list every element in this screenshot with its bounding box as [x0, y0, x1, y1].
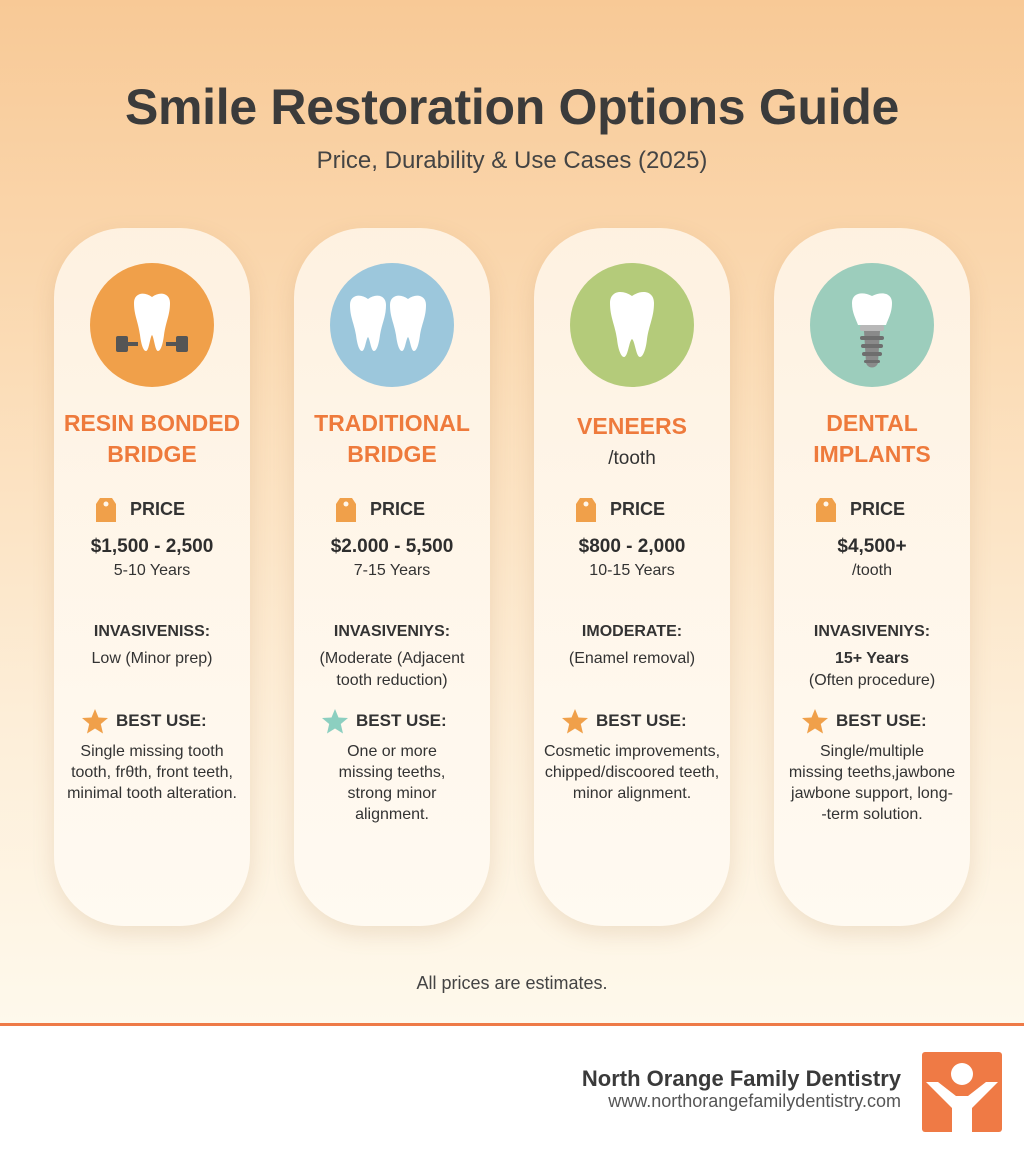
invasiveness-text: (Moderate (Adjacent tooth reduction): [294, 648, 490, 692]
price-value: $2.000 - 5,500: [330, 536, 454, 557]
durability-value: /tooth: [851, 562, 893, 579]
card-traditional-bridge: TRADITIONAL BRIDGE PRICE $2.000 - 5,500 …: [294, 228, 490, 926]
best-use-label: BEST USE:: [356, 711, 447, 730]
card-title-sub: /tooth: [608, 448, 656, 469]
price-tag-icon: [576, 498, 596, 522]
best-use-line: Cosmetic improvements,: [543, 743, 721, 760]
invasiveness-text: (Enamel removal): [534, 648, 730, 670]
price-tag-icon: [336, 498, 356, 522]
card-title-line1: DENTAL: [826, 410, 918, 436]
best-use-line: One or more: [347, 743, 437, 760]
best-use-text: One or more missing teeths, strong minor…: [298, 741, 486, 825]
durability-value: 7-15 Years: [353, 562, 431, 579]
website-link[interactable]: www.northorangefamilydentistry.com: [608, 1091, 901, 1111]
best-use-line: Single/multiple: [819, 743, 925, 760]
invasiveness-label: IMODERATE:: [581, 623, 683, 640]
double-tooth-icon: [330, 263, 454, 387]
price-label: PRICE: [610, 499, 666, 519]
card-title-line2: BRIDGE: [107, 441, 197, 467]
star-icon: [802, 709, 828, 734]
tooth-brace-icon: [90, 263, 214, 387]
price-value: $800 - 2,000: [578, 536, 686, 557]
brand-logo-icon: [922, 1052, 1002, 1132]
card-dental-implants: DENTAL IMPLANTS PRICE $4,500+ /tooth INV…: [774, 228, 970, 926]
price-tag-icon: [96, 498, 116, 522]
best-use-line: minimal tooth alteration.: [67, 785, 237, 802]
invasiveness-line: (Often procedure): [808, 672, 936, 689]
footer: [0, 1026, 1024, 1154]
best-use-line: missing teeths,: [338, 764, 446, 781]
invasiveness-label: INVASIVENISS:: [93, 623, 211, 640]
best-use-line: alignment.: [355, 806, 429, 823]
durability-value: 10-15 Years: [589, 562, 675, 579]
card-title-line1: RESIN BONDED: [63, 410, 241, 436]
price-label: PRICE: [370, 499, 426, 519]
tooth-icon: [570, 263, 694, 387]
price-value: $1,500 - 2,500: [90, 536, 214, 557]
footer-divider: [0, 1023, 1024, 1026]
invasiveness-line: (Moderate (Adjacent: [319, 650, 465, 667]
dental-implant-icon: [810, 263, 934, 387]
page-subtitle: Price, Durability & Use Cases (2025): [316, 147, 708, 174]
price-value: $4,500+: [837, 536, 907, 557]
best-use-line: tooth, frθth, front teeth,: [71, 764, 233, 781]
best-use-line: missing teeths,jawbone: [788, 764, 956, 781]
card-title-line1: TRADITIONAL: [314, 410, 470, 436]
best-use-line: minor alignment.: [572, 785, 692, 802]
invasiveness-text: 15+ Years (Often procedure): [774, 648, 970, 692]
page-title: Smile Restoration Options Guide: [124, 79, 900, 135]
invasiveness-label: INVASIVENIYS:: [813, 623, 931, 640]
price-tag-icon: [816, 498, 836, 522]
star-icon: [82, 709, 108, 734]
card-title-line2: IMPLANTS: [813, 441, 931, 467]
best-use-text: Single missing tooth tooth, frθth, front…: [58, 741, 246, 804]
best-use-line: chipped/discoored teeth,: [544, 764, 720, 781]
invasiveness-line: tooth reduction): [336, 672, 448, 689]
invasiveness-line: Low (Minor prep): [91, 650, 213, 667]
card-resin-bonded-bridge: RESIN BONDED BRIDGE PRICE $1,500 - 2,500…: [54, 228, 250, 926]
best-use-line: Single missing tooth: [80, 743, 224, 760]
card-title-line2: BRIDGE: [347, 441, 437, 467]
best-use-label: BEST USE:: [836, 711, 927, 730]
invasiveness-line: (Enamel removal): [568, 650, 696, 667]
best-use-line: strong minor: [347, 785, 437, 802]
price-label: PRICE: [130, 499, 186, 519]
card-veneers: VENEERS /tooth PRICE $800 - 2,000 10-15 …: [534, 228, 730, 926]
best-use-label: BEST USE:: [596, 711, 687, 730]
card-title-line1: VENEERS: [577, 413, 687, 439]
star-icon: [562, 709, 588, 734]
invasiveness-line: 15+ Years: [834, 650, 909, 667]
best-use-line: -term solution.: [821, 806, 923, 823]
invasiveness-text: Low (Minor prep): [54, 648, 250, 670]
price-label: PRICE: [850, 499, 906, 519]
best-use-text: Single/multiple missing teeths,jawbone j…: [778, 741, 966, 825]
best-use-text: Cosmetic improvements, chipped/discoored…: [538, 741, 726, 804]
brand-name: North Orange Family Dentistry: [581, 1066, 901, 1091]
star-icon: [322, 709, 348, 734]
footnote: All prices are estimates.: [416, 973, 608, 993]
best-use-label: BEST USE:: [116, 711, 207, 730]
invasiveness-label: INVASIVENIYS:: [333, 623, 451, 640]
durability-value: 5-10 Years: [113, 562, 191, 579]
best-use-line: jawbone support, long-: [791, 785, 953, 802]
